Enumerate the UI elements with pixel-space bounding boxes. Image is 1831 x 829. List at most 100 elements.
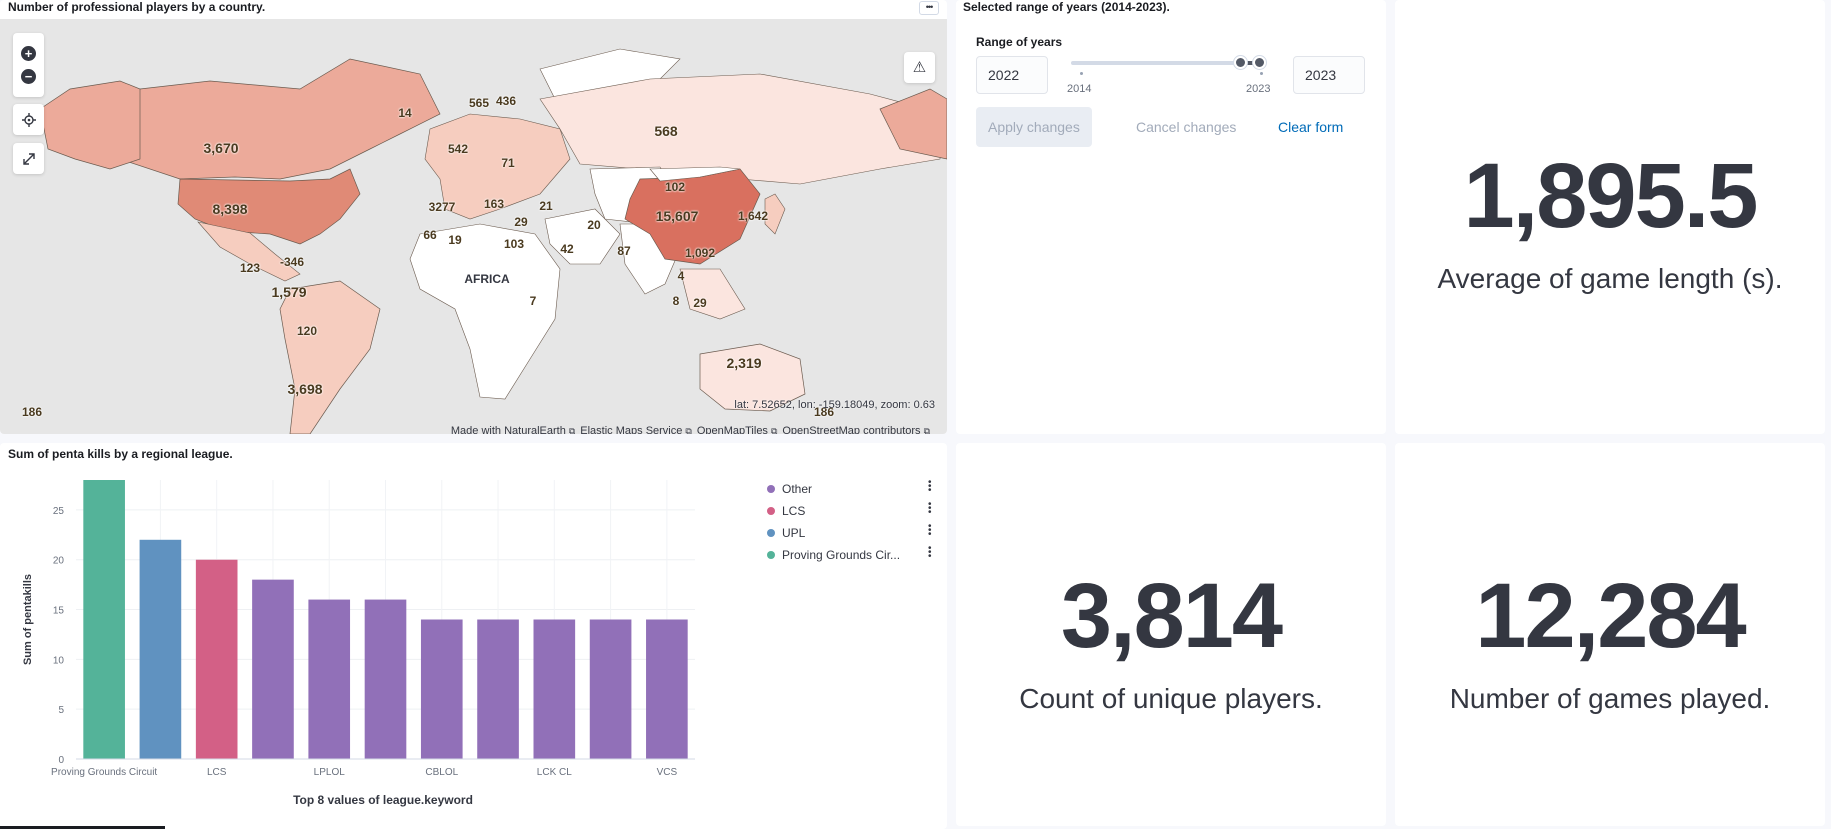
- se-asia-shape: [679, 268, 746, 320]
- locate-button[interactable]: [13, 104, 44, 135]
- country-value: 542: [447, 142, 469, 156]
- legend-label: Other: [782, 482, 813, 496]
- country-value: 565: [468, 96, 490, 110]
- panel-options-icon[interactable]: •••: [919, 1, 939, 15]
- controls-panel-title: Selected range of years (2014-2023).: [963, 0, 1170, 14]
- country-value: 568: [654, 123, 678, 139]
- y-tick-label: 20: [53, 556, 65, 567]
- external-link-icon: ⧉: [568, 426, 576, 434]
- europe-shape: [424, 113, 571, 220]
- legend-label: Proving Grounds Cir...: [782, 548, 901, 562]
- attribution-link[interactable]: Made with NaturalEarth: [450, 425, 566, 434]
- zoom-out-icon[interactable]: −: [21, 69, 36, 84]
- range-max-input[interactable]: 2023: [1293, 56, 1365, 94]
- range-slider-track[interactable]: [1071, 61, 1261, 65]
- map-attribution: Made with NaturalEarth ⧉ Elastic Maps Serv…: [451, 425, 935, 434]
- legend-dot-icon: [767, 507, 775, 515]
- range-slider-max-thumb[interactable]: [1253, 56, 1266, 69]
- country-value: 436: [495, 94, 517, 108]
- external-link-icon: ⧉: [770, 426, 778, 434]
- legend-options-icon[interactable]: • • •: [928, 477, 932, 496]
- legend-options-icon[interactable]: • • •: [928, 521, 932, 540]
- country-value: 20: [587, 218, 601, 232]
- legend-item[interactable]: Other: [767, 482, 812, 496]
- chart-panel-title: Sum of penta kills by a regional league.: [8, 447, 233, 461]
- y-tick-label: 0: [58, 755, 64, 766]
- bar[interactable]: [533, 619, 576, 760]
- range-slider-fill: [1242, 61, 1261, 65]
- country-value: 19: [448, 233, 462, 247]
- legend-item[interactable]: UPL: [767, 526, 805, 540]
- metric-label: Average of game length (s).: [1437, 263, 1783, 294]
- africa-shape: [409, 223, 561, 400]
- australia-shape: [699, 343, 806, 412]
- country-value: 3,670: [203, 140, 239, 156]
- slider-tick: [1260, 72, 1263, 75]
- bottom-scroll-strip: [0, 826, 165, 829]
- legend-options-icon[interactable]: • • •: [928, 543, 932, 562]
- clear-form-button[interactable]: Clear form: [1278, 119, 1344, 135]
- country-value: 21: [539, 199, 553, 213]
- world-map-svg: [39, 48, 947, 434]
- bar[interactable]: [364, 599, 407, 759]
- bar[interactable]: [646, 619, 688, 760]
- avg-game-length-metric: 1,895.5 Average of game length (s).: [1395, 0, 1825, 434]
- games-played-metric: 12,284 Number of games played.: [1395, 443, 1825, 826]
- warning-button[interactable]: ⚠: [904, 52, 935, 83]
- legend-item[interactable]: Proving Grounds Cir...: [767, 548, 900, 562]
- country-value: 14: [398, 106, 412, 120]
- country-value: 7: [529, 294, 537, 308]
- slider-tick-min: 2014: [1067, 83, 1092, 95]
- unique-players-metric: 3,814 Count of unique players.: [956, 443, 1386, 826]
- bar[interactable]: [477, 619, 519, 760]
- alaska-shape: [39, 80, 141, 170]
- bar[interactable]: [308, 599, 351, 759]
- fullscreen-button[interactable]: [13, 143, 44, 174]
- apply-changes-button[interactable]: Apply changes: [976, 107, 1092, 147]
- map-panel: Number of professional players by a coun…: [0, 0, 947, 434]
- legend-dot-icon: [767, 485, 775, 493]
- bar[interactable]: [195, 559, 238, 759]
- x-axis-title: Top 8 values of league.keyword: [293, 793, 473, 807]
- chart-panel: Sum of penta kills by a regional league.…: [0, 443, 947, 829]
- bar[interactable]: [83, 480, 125, 759]
- country-value: 8,398: [212, 201, 248, 217]
- y-tick-label: 10: [53, 655, 65, 666]
- country-value: 15,607: [655, 208, 699, 224]
- south-america-shape: [279, 280, 381, 434]
- mongolia-shape: [649, 166, 741, 182]
- bar[interactable]: [589, 619, 632, 760]
- middle-east-shape: [544, 208, 621, 265]
- range-slider-min-thumb[interactable]: [1234, 56, 1247, 69]
- warning-icon: ⚠: [912, 59, 927, 76]
- country-value: 29: [693, 296, 707, 310]
- country-value: 3,698: [287, 381, 323, 397]
- bar[interactable]: [252, 579, 294, 759]
- y-axis-title: Sum of pentakills: [22, 574, 34, 665]
- country-value: 87: [617, 244, 631, 258]
- alaska-east-shape: [879, 88, 947, 160]
- attribution-link[interactable]: OpenMapTiles: [696, 425, 768, 434]
- x-tick-label: VCS: [657, 767, 678, 778]
- bar[interactable]: [420, 619, 463, 760]
- legend-label: LCS: [782, 504, 806, 518]
- expand-icon: [22, 152, 35, 165]
- attribution-link[interactable]: OpenStreetMap contributors: [782, 425, 921, 434]
- country-value: 66: [423, 228, 437, 242]
- legend-item[interactable]: LCS: [767, 504, 805, 518]
- country-value: 103: [503, 237, 525, 251]
- legend-options-icon[interactable]: • • •: [928, 499, 932, 518]
- attribution-link[interactable]: Elastic Maps Service: [580, 425, 683, 434]
- choropleth-map[interactable]: + − ⚠ 3,670 8,398 568 15,607 2,319 3,698…: [0, 19, 947, 434]
- country-value: 1,642: [737, 209, 769, 223]
- zoom-in-icon[interactable]: +: [21, 46, 36, 61]
- russia-shape: [539, 73, 946, 185]
- x-tick-label: LPLOL: [314, 767, 346, 778]
- crosshair-icon: [21, 112, 36, 127]
- country-value: 163: [483, 197, 505, 211]
- range-min-input[interactable]: 2022: [976, 56, 1048, 94]
- bar-chart[interactable]: 0 5 10 15 20 25 Proving Grounds Circuit LCS LPLO…: [0, 443, 720, 813]
- metric-value: 1,895.5: [1463, 145, 1759, 247]
- cancel-changes-button[interactable]: Cancel changes: [1136, 119, 1237, 135]
- bar[interactable]: [139, 539, 182, 759]
